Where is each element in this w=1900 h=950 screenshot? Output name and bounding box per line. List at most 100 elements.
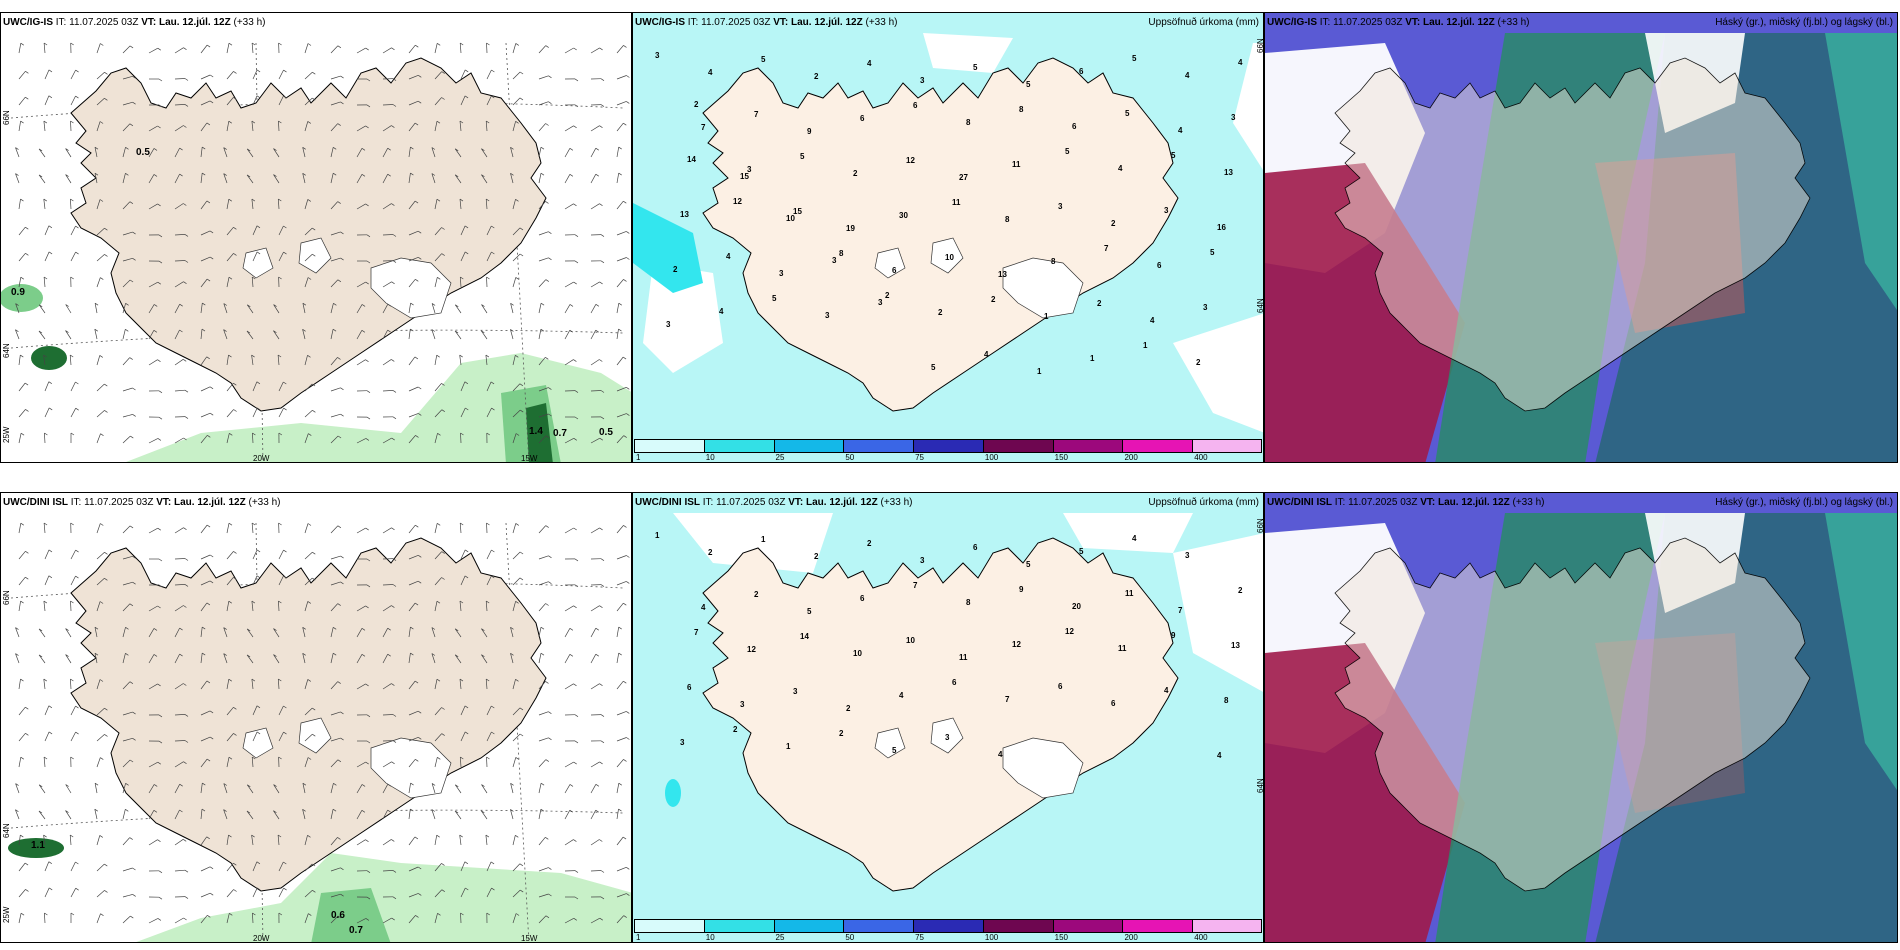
longitude-label: 15W (521, 454, 538, 463)
wind-barb (512, 71, 521, 80)
wind-barb-feather (183, 683, 187, 686)
wind-barb (590, 527, 600, 534)
wind-barb-feather (623, 759, 627, 762)
wind-barb-feather (43, 834, 47, 838)
wind-barb-feather (43, 678, 47, 682)
wind-barb (538, 279, 547, 288)
wind-barb-feather (158, 260, 163, 264)
wind-barb (43, 835, 46, 846)
wind-barb-feather (465, 251, 469, 255)
wind-barb-feather (481, 304, 485, 307)
wind-barb-feather (307, 277, 312, 280)
wind-barb (330, 45, 339, 54)
wind-barb-feather (340, 711, 344, 715)
wind-barb-feather (481, 654, 485, 657)
wind-barb-feather (183, 605, 187, 608)
wind-barb (330, 759, 339, 768)
precip-value: 12 (1012, 640, 1021, 649)
wind-barb-feather (365, 918, 370, 921)
wind-barb (616, 783, 620, 794)
wind-barb-feather (252, 912, 256, 916)
wind-barb (18, 913, 22, 924)
wind-barb (304, 253, 313, 262)
wind-barb-feather (340, 257, 344, 261)
wind-barb (200, 230, 211, 236)
wind-barb-feather (251, 834, 255, 838)
wind-barb (304, 733, 313, 742)
wind-barb (70, 731, 76, 742)
wind-barb-feather (125, 809, 129, 812)
wind-barb (70, 549, 76, 560)
wind-barb (70, 705, 76, 716)
wind-barb-feather (595, 784, 600, 787)
wind-barb-feather (574, 714, 579, 717)
wind-barb (223, 147, 228, 158)
wind-barb-feather (183, 281, 187, 284)
latitude-label: 66N (1256, 518, 1264, 533)
wind-barb-feather (125, 653, 129, 656)
wind-barb (330, 201, 338, 210)
wind-barb (174, 653, 180, 664)
wind-barb-feather (366, 584, 371, 588)
wind-barb (65, 174, 72, 184)
panel-cloud-top: UWC/IG-IS IT: 11.07.2025 03Z VT: Lau. 12… (1264, 12, 1898, 463)
precip-value: 3 (825, 311, 830, 320)
precip-value: 5 (800, 152, 805, 161)
wind-barb-feather (209, 386, 214, 390)
wind-barb-feather (436, 354, 440, 358)
wind-barb-feather (618, 626, 622, 630)
wind-barb-feather (486, 42, 490, 46)
wind-barb-feather (340, 75, 344, 79)
wind-barb (460, 432, 462, 444)
wind-barb-feather (20, 42, 24, 46)
wind-barb (278, 731, 284, 742)
precip-value: 6 (1157, 261, 1162, 270)
wind-barb-feather (157, 281, 161, 285)
wind-barb-feather (333, 172, 337, 176)
wind-barb (122, 809, 126, 820)
wind-barb-feather (15, 173, 19, 176)
wind-barb (252, 731, 258, 742)
wind-barb-feather (125, 329, 129, 332)
glacier-vatnajokull (1002, 737, 1084, 799)
wind-barb-feather (278, 276, 282, 280)
wind-barb-feather (210, 412, 214, 416)
wind-barb (382, 917, 392, 924)
wind-barb-feather (626, 711, 630, 714)
colorbar-tick: 1 (636, 453, 641, 462)
wind-barb-feather (210, 554, 214, 558)
wind-barb (96, 433, 101, 444)
wind-barb-feather (454, 810, 459, 814)
wind-barb (70, 861, 76, 872)
wind-barb-feather (256, 95, 261, 99)
wind-barb-feather (410, 328, 414, 332)
wind-barb-feather (302, 302, 307, 306)
wind-barb-feather (418, 893, 422, 896)
wind-barb (431, 173, 436, 184)
wind-barb (200, 278, 208, 288)
precip-value: 4 (1217, 751, 1222, 760)
wind-barb-feather (125, 173, 129, 176)
wind-barb (616, 737, 627, 742)
wind-barb-feather (184, 896, 189, 899)
wind-barb (174, 78, 186, 80)
precip-values: 1212236554324256789201171371214101011121… (655, 531, 1243, 760)
wind-barb-feather (464, 575, 469, 579)
wind-barb-feather (337, 525, 342, 529)
wind-barb (273, 654, 280, 664)
wind-barb-feather (415, 435, 419, 438)
precip-area (633, 203, 703, 293)
wind-barb-feather (252, 432, 256, 436)
wind-barb-feather (202, 626, 206, 630)
wind-barb-feather (223, 303, 227, 306)
wind-barb (148, 839, 158, 846)
precip-value: 4 (719, 307, 724, 316)
wind-barb-feather (48, 575, 53, 579)
wind-barb (564, 527, 574, 534)
wind-barb (96, 552, 105, 560)
wind-barb-feather (75, 887, 79, 891)
wind-barb (431, 809, 436, 820)
precip-value: 10 (945, 253, 954, 262)
wind-barb (538, 681, 546, 690)
wind-barb-feather (573, 125, 577, 129)
